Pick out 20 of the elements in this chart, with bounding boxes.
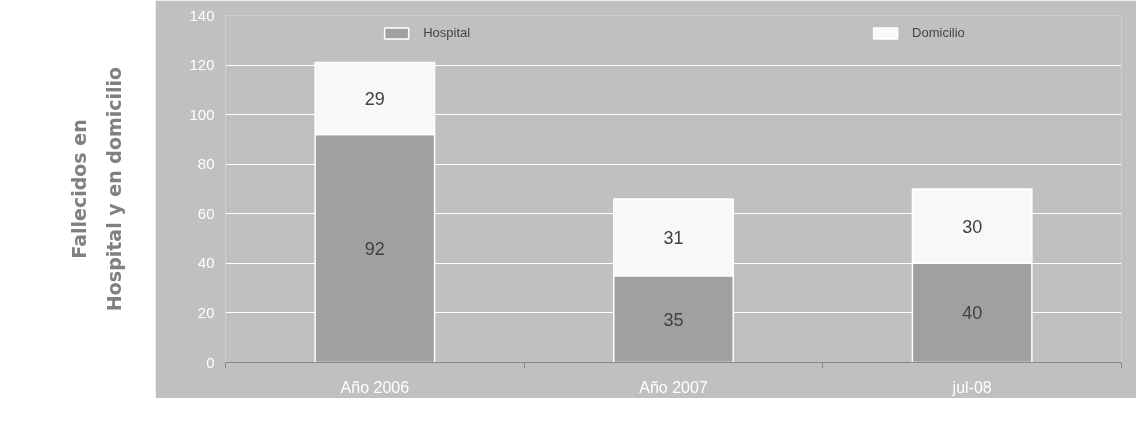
y-tick-label: 0: [206, 353, 215, 371]
x-tick-label: Año 2006: [340, 378, 410, 396]
data-label: 40: [962, 303, 983, 324]
legend-label: Hospital: [423, 25, 471, 40]
data-label: 92: [364, 238, 385, 259]
legend-label: Domicilio: [912, 25, 965, 40]
x-tick-label: Año 2007: [639, 378, 708, 396]
data-label: 31: [663, 227, 684, 248]
y-tick-label: 40: [197, 254, 215, 272]
y-tick-label: 100: [189, 105, 215, 123]
y-tick-label: 120: [189, 56, 215, 74]
data-label: 35: [663, 309, 684, 330]
x-tick-label: jul-08: [951, 378, 992, 396]
y-tick-label: 60: [197, 204, 215, 222]
y-tick-label: 140: [189, 6, 215, 24]
data-label: 30: [962, 216, 983, 237]
y-tick-label: 80: [197, 155, 215, 173]
y-tick-label: 20: [197, 303, 215, 321]
y-axis-title: Fallecidos en Hospital y en domicilio: [68, 66, 126, 312]
data-label: 29: [364, 89, 385, 110]
